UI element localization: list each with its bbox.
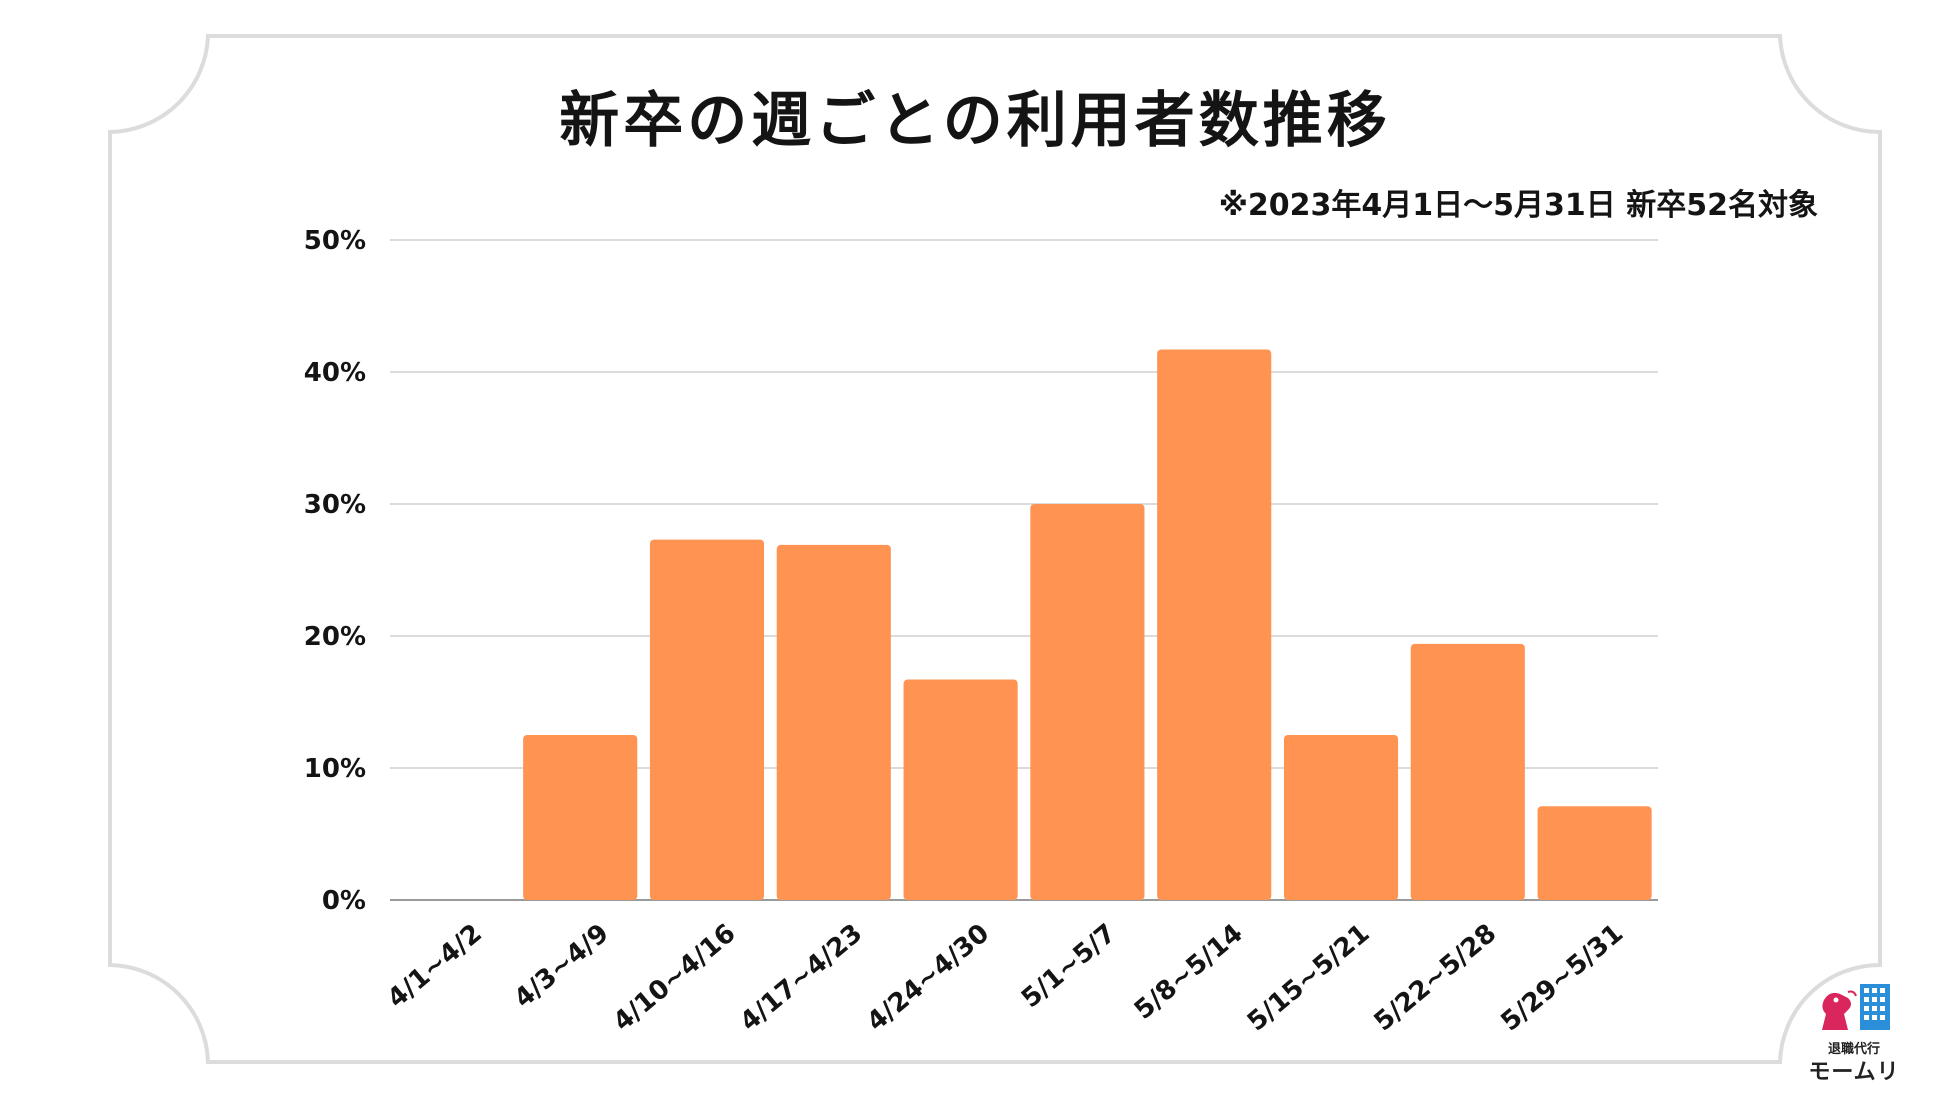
bar bbox=[776, 544, 891, 900]
x-axis-ticks: 4/1~4/2 4/3~4/94/10~4/164/17~4/234/24~4/3… bbox=[382, 918, 1629, 1037]
x-tick-label: 4/3~4/9 bbox=[509, 918, 615, 1014]
bar bbox=[649, 539, 765, 900]
x-tick-label: 4/10~4/16 bbox=[608, 918, 742, 1037]
y-tick-label: 50% bbox=[304, 226, 366, 256]
x-tick-label: 4/17~4/23 bbox=[735, 918, 869, 1037]
x-tick-label: 5/1~5/7 bbox=[1016, 918, 1122, 1014]
y-tick-label: 0% bbox=[322, 886, 366, 916]
bar bbox=[523, 735, 638, 900]
x-tick-label: 4/1~4/2 bbox=[382, 918, 488, 1014]
logo-wordmark: モームリ bbox=[1808, 1060, 1900, 1085]
x-tick-label: 5/8~5/14 bbox=[1129, 918, 1249, 1025]
y-tick-label: 40% bbox=[304, 358, 366, 388]
x-tick-label: 4/24~4/30 bbox=[861, 918, 995, 1037]
bars bbox=[523, 349, 1652, 900]
logo-subtitle: 退職代行 bbox=[1827, 1042, 1880, 1057]
y-tick-label: 30% bbox=[304, 490, 366, 520]
brand-logo: 退職代行 モームリ bbox=[1808, 978, 1900, 1088]
chart-title: 新卒の週ごとの利用者数推移 bbox=[559, 86, 1391, 156]
bar bbox=[1030, 504, 1145, 900]
y-tick-label: 10% bbox=[304, 754, 366, 784]
bar bbox=[1410, 643, 1525, 900]
logo-mascot-icon bbox=[1822, 984, 1890, 1030]
bar bbox=[903, 679, 1018, 900]
bar bbox=[1157, 349, 1272, 900]
x-tick-label: 5/22~5/28 bbox=[1369, 918, 1503, 1037]
bar bbox=[1283, 735, 1399, 900]
y-axis-ticks: 0% 10% 20% 30% 40% 50% bbox=[304, 226, 366, 916]
x-tick-label: 5/15~5/21 bbox=[1242, 918, 1376, 1037]
chart-note: ※2023年4月1日～5月31日 新卒52名対象 bbox=[1218, 188, 1818, 223]
x-tick-label: 5/29~5/31 bbox=[1495, 918, 1629, 1037]
bar bbox=[1537, 806, 1652, 900]
y-tick-label: 20% bbox=[304, 622, 366, 652]
